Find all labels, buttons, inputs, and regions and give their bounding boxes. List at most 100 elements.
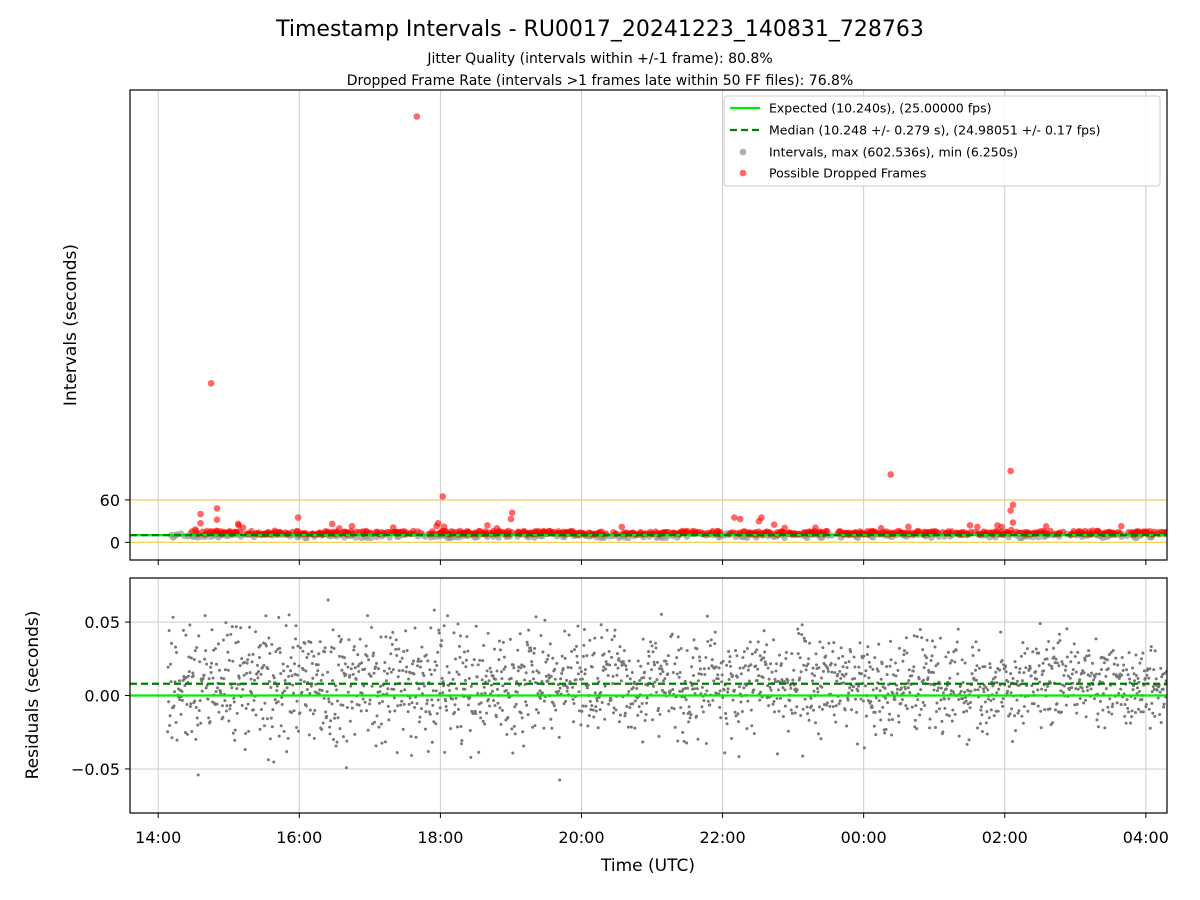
residual-point	[197, 634, 201, 638]
dropped-frame-outlier	[213, 516, 221, 524]
residual-point	[776, 688, 780, 692]
residual-point	[1017, 709, 1021, 713]
residual-point	[436, 650, 440, 654]
residual-point	[761, 676, 765, 680]
residual-point	[1085, 654, 1089, 658]
residual-point	[386, 704, 390, 708]
residual-point	[252, 699, 256, 703]
residual-point	[800, 633, 804, 637]
residual-point	[246, 702, 250, 706]
residual-point	[786, 729, 790, 733]
residual-point	[215, 686, 219, 690]
residual-point	[483, 722, 487, 726]
residual-point	[1094, 672, 1098, 676]
residual-point	[824, 654, 828, 658]
residual-point	[809, 696, 813, 700]
residual-point	[350, 700, 354, 704]
residual-point	[731, 698, 735, 702]
residual-point	[522, 744, 526, 748]
residual-point	[1065, 627, 1069, 631]
residual-point	[416, 657, 420, 661]
residual-point	[459, 742, 463, 746]
residual-point	[217, 710, 221, 714]
residual-point	[515, 680, 519, 684]
residual-point	[1158, 712, 1162, 716]
residual-point	[337, 654, 341, 658]
residual-point	[1132, 672, 1136, 676]
residual-point	[1141, 710, 1145, 714]
dropped-frame-outlier	[731, 514, 738, 521]
residual-point	[1001, 704, 1005, 708]
residual-point	[223, 668, 227, 672]
residual-point	[259, 708, 263, 712]
residual-point	[628, 677, 632, 681]
residual-point	[268, 652, 272, 656]
residual-point	[766, 666, 770, 670]
residual-point	[925, 656, 929, 660]
residual-point	[625, 674, 629, 678]
residual-point	[231, 731, 235, 735]
residual-point	[551, 656, 555, 660]
residual-point	[345, 739, 349, 743]
residual-point	[974, 678, 978, 682]
residual-point	[387, 718, 391, 722]
residual-point	[915, 635, 919, 639]
residual-point	[215, 662, 219, 666]
residual-point	[726, 687, 730, 691]
residual-point	[344, 672, 348, 676]
residual-point	[209, 665, 213, 669]
residual-point	[426, 659, 430, 663]
residual-point	[1036, 704, 1040, 708]
residual-point	[705, 689, 709, 693]
residual-point	[1024, 666, 1028, 670]
residual-point	[480, 678, 484, 682]
residual-point	[702, 667, 706, 671]
residual-point	[274, 650, 278, 654]
legend-expected-label: Expected (10.240s), (25.00000 fps)	[769, 101, 991, 116]
residual-point	[412, 672, 416, 676]
residual-point	[449, 727, 453, 731]
residual-point	[457, 673, 461, 677]
residual-point	[191, 674, 195, 678]
residual-point	[633, 699, 637, 703]
dropped-frame-outlier	[197, 519, 204, 527]
residual-point	[939, 686, 943, 690]
intervals-plot-area	[130, 113, 1167, 543]
residual-point	[821, 646, 825, 650]
dropped-frame-outlier	[905, 523, 912, 531]
residual-point	[1062, 674, 1066, 678]
residual-point	[346, 665, 350, 669]
residual-point	[270, 725, 274, 729]
residual-point	[688, 716, 692, 720]
residual-point	[738, 666, 742, 670]
residual-point	[903, 687, 907, 691]
residual-point	[995, 691, 999, 695]
residual-point	[287, 613, 291, 617]
residual-point	[613, 634, 617, 638]
residual-point	[753, 650, 757, 654]
residual-point	[1011, 740, 1015, 744]
residual-point	[968, 706, 972, 710]
residual-point	[868, 665, 872, 669]
residual-point	[364, 644, 368, 648]
dropped-frame-point	[1059, 528, 1067, 536]
residual-point	[390, 643, 394, 647]
residual-point	[633, 726, 637, 730]
residual-point	[1130, 709, 1134, 713]
residual-point	[1122, 663, 1126, 667]
residual-point	[685, 741, 689, 745]
residual-point	[1014, 665, 1018, 669]
residual-point	[1163, 671, 1167, 675]
residual-point	[910, 674, 914, 678]
residual-point	[1119, 687, 1123, 691]
residual-point	[693, 687, 697, 691]
residual-point	[800, 623, 804, 627]
residual-point	[839, 646, 843, 650]
residual-point	[360, 661, 364, 665]
residual-point	[1080, 671, 1084, 675]
residual-point	[226, 650, 230, 654]
residual-point	[334, 744, 338, 748]
residual-point	[277, 616, 281, 620]
residual-point	[447, 671, 451, 675]
residual-point	[367, 658, 371, 662]
